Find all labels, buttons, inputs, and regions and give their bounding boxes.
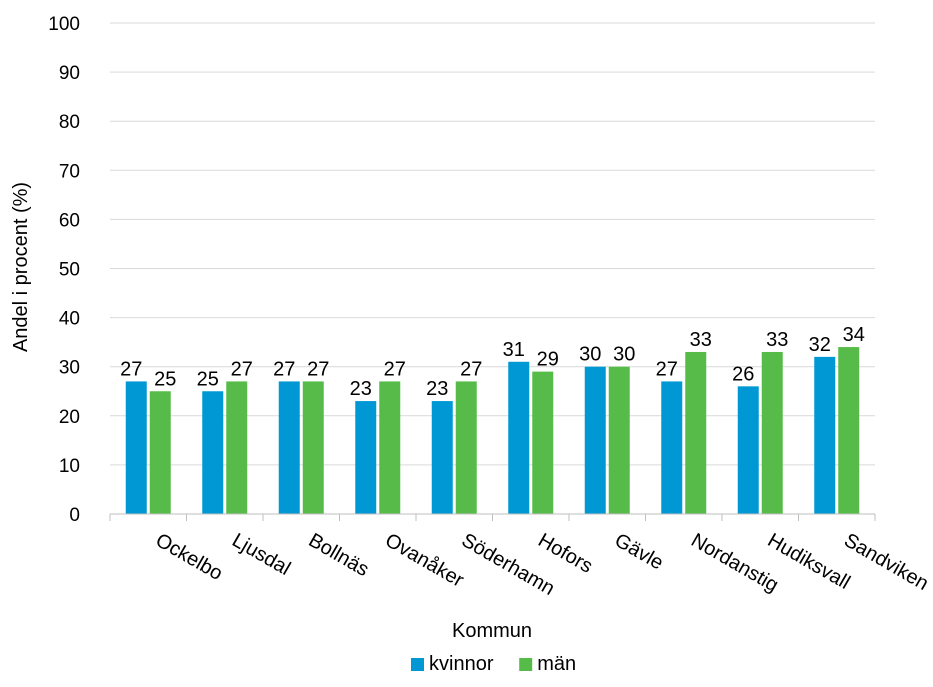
legend[interactable]: kvinnor män: [411, 653, 576, 675]
x-category-label: Sandviken: [840, 529, 932, 595]
bar-man-3: [302, 381, 324, 514]
bar-kvinnor-8: [661, 381, 683, 514]
bar-man-1: [149, 391, 171, 514]
y-tick-label: 30: [59, 358, 80, 379]
y-tick-label: 60: [59, 210, 80, 231]
data-labels: 27 25 25 27 27 27 23 27 23 27 31 29 30 30 27 33 26 33 32 34: [120, 324, 865, 400]
data-label: 32: [809, 334, 831, 356]
axes: 0 10 20 30 40 50 60 70 80 90 100 Ockelbo Ljusdal Boll…: [48, 14, 932, 600]
data-label: 27: [307, 358, 329, 380]
bar-kvinnor-9: [737, 386, 759, 514]
data-label: 31: [503, 339, 525, 361]
bar-kvinnor-1: [125, 381, 147, 514]
bar-man-4: [379, 381, 401, 514]
bar-man-9: [761, 351, 783, 514]
y-tick-label: 40: [59, 309, 80, 330]
y-tick-label: 0: [69, 505, 80, 526]
bar-kvinnor-6: [508, 361, 530, 514]
legend-item-man[interactable]: män: [519, 653, 576, 675]
bar-man-2: [226, 381, 248, 514]
data-label: 23: [350, 378, 372, 400]
bar-kvinnor-10: [814, 356, 836, 514]
legend-item-kvinnor[interactable]: kvinnor: [411, 653, 494, 675]
data-label: 27: [384, 358, 406, 380]
bar-kvinnor-7: [584, 366, 606, 514]
data-label: 27: [460, 358, 482, 380]
x-category-label: Gävle: [611, 529, 667, 574]
data-label: 29: [537, 349, 559, 371]
data-label: 27: [656, 358, 678, 380]
y-tick-label: 80: [59, 112, 80, 133]
data-label: 30: [613, 344, 635, 366]
x-category-label: Ovanåker: [381, 529, 467, 592]
y-tick-label: 90: [59, 63, 80, 84]
y-tick-label: 100: [48, 14, 80, 35]
data-label: 33: [690, 329, 712, 351]
x-axis-title: Kommun: [452, 620, 532, 642]
x-category-label: Bollnäs: [305, 529, 373, 581]
bar-man-6: [532, 371, 554, 514]
legend-swatch: [411, 658, 424, 671]
data-label: 23: [426, 378, 448, 400]
data-label: 25: [197, 368, 219, 390]
x-category-label: Hofors: [534, 529, 596, 578]
bar-kvinnor-2: [202, 391, 224, 514]
bar-man-10: [838, 347, 860, 514]
bar-kvinnor-5: [431, 401, 453, 514]
y-tick-label: 70: [59, 161, 80, 182]
bar-man-5: [455, 381, 477, 514]
gridlines: [110, 22, 875, 466]
y-tick-label: 20: [59, 407, 80, 428]
data-label: 30: [579, 344, 601, 366]
data-label: 34: [843, 324, 865, 346]
bar-man-8: [685, 351, 707, 514]
bar-kvinnor-4: [355, 401, 377, 514]
bars: [125, 347, 860, 514]
legend-label: kvinnor: [429, 653, 494, 675]
y-axis-title: Andel i procent (%): [10, 182, 32, 352]
y-tick-label: 10: [59, 456, 80, 477]
data-label: 27: [231, 358, 253, 380]
data-label: 27: [120, 358, 142, 380]
x-category-label: Ockelbo: [152, 529, 227, 585]
bar-kvinnor-3: [278, 381, 300, 514]
x-category-label: Ljusdal: [228, 529, 294, 580]
legend-label: män: [537, 653, 576, 675]
bar-man-7: [608, 366, 630, 514]
data-label: 33: [766, 329, 788, 351]
data-label: 25: [154, 368, 176, 390]
y-tick-label: 50: [59, 260, 80, 281]
data-label: 27: [273, 358, 295, 380]
data-label: 26: [732, 363, 754, 385]
legend-swatch: [519, 658, 533, 671]
